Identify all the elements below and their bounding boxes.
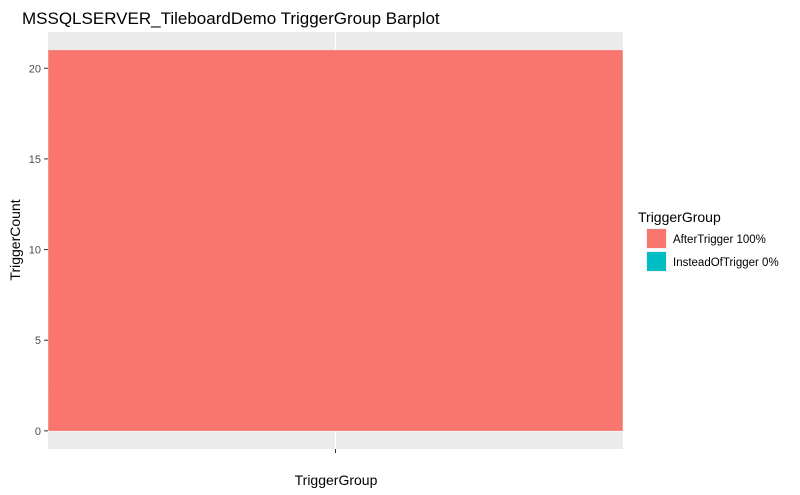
legend-label: InsteadOfTrigger 0% [673, 257, 779, 269]
y-tick-label: 10 [29, 245, 41, 257]
chart-title: MSSQLSERVER_TileboardDemo TriggerGroup B… [22, 9, 440, 28]
x-axis-title: TriggerGroup [295, 472, 378, 488]
legend-swatch [647, 252, 666, 271]
y-tick-label: 15 [29, 154, 41, 166]
legend: TriggerGroup AfterTrigger 100% InsteadOfT… [638, 209, 779, 272]
y-tick-label: 5 [35, 335, 41, 347]
bar-aftertrigger [48, 50, 623, 431]
legend-title: TriggerGroup [638, 209, 721, 225]
legend-label: AfterTrigger 100% [673, 234, 766, 246]
legend-swatch [647, 229, 666, 248]
y-axis-title: TriggerCount [7, 199, 23, 280]
legend-items: AfterTrigger 100% InsteadOfTrigger 0% [646, 228, 779, 272]
y-tick-label: 0 [35, 426, 41, 438]
bars [48, 50, 623, 431]
y-axis: 0 5 10 15 20 [29, 63, 48, 438]
y-tick-label: 20 [29, 63, 41, 75]
